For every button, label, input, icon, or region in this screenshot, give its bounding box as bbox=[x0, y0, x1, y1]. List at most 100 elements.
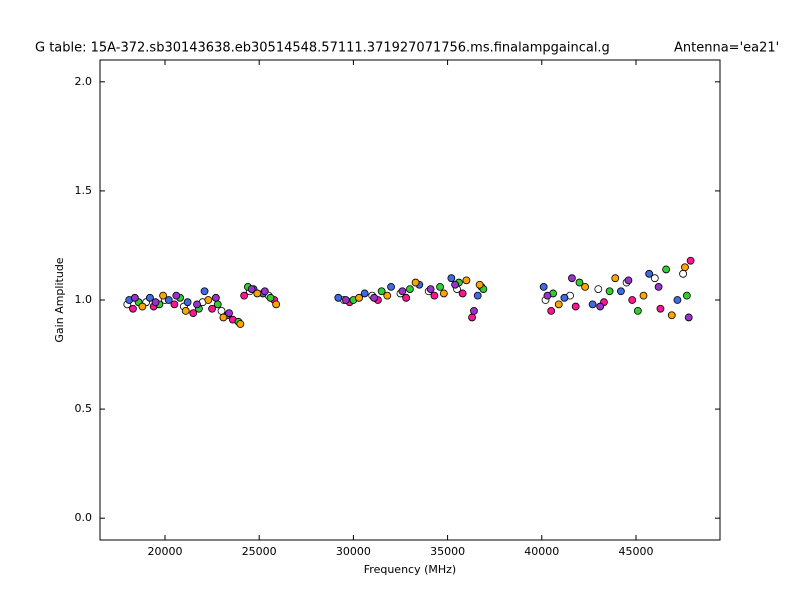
y-tick-label: 2.0 bbox=[75, 75, 93, 88]
point bbox=[181, 307, 190, 315]
plot-frame bbox=[99, 59, 721, 541]
point bbox=[211, 293, 220, 302]
point bbox=[360, 289, 369, 298]
point bbox=[430, 291, 439, 300]
x-tick-label: 40000 bbox=[524, 545, 559, 558]
point bbox=[645, 269, 654, 278]
point bbox=[204, 296, 213, 304]
point bbox=[611, 274, 620, 283]
point bbox=[686, 256, 695, 265]
point bbox=[164, 296, 173, 304]
point bbox=[193, 300, 201, 309]
point bbox=[172, 291, 181, 300]
point bbox=[588, 300, 597, 309]
point bbox=[341, 296, 350, 304]
point bbox=[236, 320, 245, 328]
point bbox=[468, 313, 476, 322]
point bbox=[543, 291, 552, 300]
point bbox=[138, 302, 147, 311]
point bbox=[151, 298, 160, 307]
point bbox=[240, 291, 249, 300]
antenna-label: Antenna='ea21' bbox=[674, 41, 779, 56]
point bbox=[575, 278, 584, 287]
x-tick-label: 35000 bbox=[430, 545, 465, 558]
point bbox=[253, 289, 262, 298]
point bbox=[387, 283, 395, 291]
point bbox=[272, 300, 281, 309]
point bbox=[213, 300, 222, 309]
point bbox=[667, 311, 676, 320]
point bbox=[200, 287, 209, 296]
point bbox=[633, 307, 642, 315]
point bbox=[458, 289, 467, 298]
point bbox=[451, 280, 460, 289]
point bbox=[596, 302, 605, 311]
point bbox=[624, 276, 633, 285]
point bbox=[554, 300, 563, 309]
point bbox=[247, 285, 256, 293]
point bbox=[681, 263, 689, 272]
point bbox=[159, 291, 168, 300]
point bbox=[447, 274, 456, 283]
x-tick-label: 20000 bbox=[147, 545, 182, 558]
y-tick-label: 1.5 bbox=[75, 184, 93, 197]
point bbox=[462, 276, 471, 285]
point bbox=[129, 304, 137, 313]
point bbox=[682, 291, 691, 300]
point bbox=[662, 265, 671, 274]
point bbox=[684, 313, 693, 322]
point bbox=[406, 285, 414, 293]
point bbox=[398, 287, 407, 296]
point bbox=[334, 293, 343, 302]
point bbox=[260, 287, 269, 296]
point bbox=[355, 293, 363, 302]
point bbox=[679, 269, 687, 278]
x-axis-label: Frequency (MHz) bbox=[364, 563, 456, 576]
point bbox=[377, 287, 386, 296]
y-tick-label: 0.0 bbox=[75, 511, 93, 524]
chart-title: G table: 15A-372.sb30143638.eb30514548.5… bbox=[35, 41, 610, 56]
y-tick-label: 0.5 bbox=[75, 402, 93, 415]
point bbox=[370, 293, 379, 302]
point bbox=[639, 291, 648, 300]
x-tick-label: 25000 bbox=[242, 545, 277, 558]
point bbox=[189, 309, 198, 317]
point bbox=[266, 293, 275, 302]
x-tick-label: 30000 bbox=[336, 545, 371, 558]
point bbox=[650, 274, 659, 283]
point bbox=[130, 293, 139, 302]
point bbox=[225, 309, 233, 317]
y-axis-label: Gain Amplitude bbox=[53, 257, 66, 342]
point bbox=[436, 283, 444, 291]
point bbox=[547, 307, 556, 315]
point bbox=[146, 293, 154, 302]
point bbox=[426, 285, 435, 293]
point bbox=[628, 296, 637, 304]
point bbox=[475, 280, 484, 289]
point bbox=[470, 307, 478, 315]
point bbox=[571, 302, 580, 311]
point bbox=[411, 278, 420, 287]
point bbox=[402, 293, 411, 302]
point bbox=[654, 283, 663, 291]
point bbox=[183, 298, 192, 307]
x-tick-label: 45000 bbox=[618, 545, 653, 558]
y-tick-label: 1.0 bbox=[75, 293, 93, 306]
point bbox=[560, 293, 569, 302]
point bbox=[594, 285, 603, 293]
point bbox=[439, 289, 448, 298]
point bbox=[539, 283, 548, 291]
point bbox=[170, 300, 179, 309]
point bbox=[568, 274, 576, 283]
point bbox=[383, 291, 392, 300]
point bbox=[673, 296, 682, 304]
point bbox=[219, 313, 228, 322]
point bbox=[656, 304, 665, 313]
point bbox=[617, 287, 625, 296]
point bbox=[581, 283, 590, 291]
point bbox=[208, 304, 216, 313]
point bbox=[605, 287, 614, 296]
point bbox=[473, 291, 482, 300]
